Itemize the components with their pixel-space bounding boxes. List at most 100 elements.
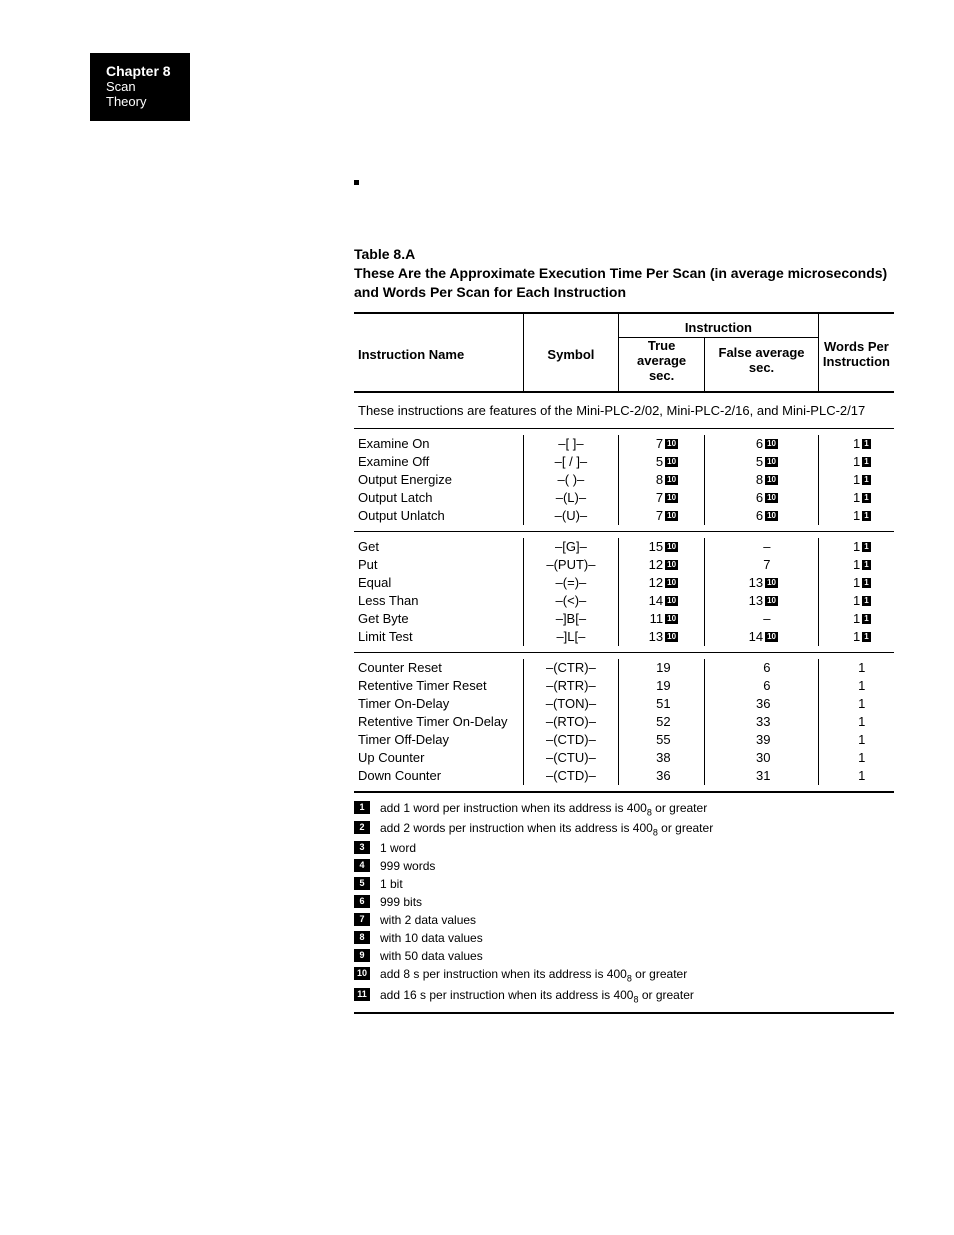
footnote-text: add 16 s per instruction when its addres… <box>380 988 694 1004</box>
chapter-header: Chapter 8 Scan Theory <box>90 53 190 121</box>
footnote-text: with 2 data values <box>380 913 476 927</box>
data-cell: 1 <box>818 767 894 785</box>
instr-name: Retentive Timer On-Delay <box>354 713 523 731</box>
instr-symbol: –(=)– <box>523 574 618 592</box>
chapter-number: Chapter 8 <box>106 63 174 79</box>
data-cell: 36 <box>618 767 704 785</box>
data-cell: 510 <box>705 453 819 471</box>
instr-symbol: –(<)– <box>523 592 618 610</box>
footnote-badge: 7 <box>354 913 370 926</box>
col-header-false: False average sec. <box>705 337 819 392</box>
instr-symbol: –(PUT)– <box>523 556 618 574</box>
instr-symbol: –( )– <box>523 471 618 489</box>
data-cell: 31 <box>705 767 819 785</box>
instr-name: Less Than <box>354 592 523 610</box>
data-cell: 11 <box>818 628 894 646</box>
instr-symbol: –(RTO)– <box>523 713 618 731</box>
instr-symbol: –(L)– <box>523 489 618 507</box>
footnote-badge: 4 <box>354 859 370 872</box>
footnote-text: with 10 data values <box>380 931 483 945</box>
data-cell: 1410 <box>705 628 819 646</box>
data-cell: 19 <box>618 659 704 677</box>
data-cell: 11 <box>818 471 894 489</box>
footnote-text: add 8 s per instruction when its address… <box>380 967 687 983</box>
col-header-instruction: Instruction <box>618 314 818 338</box>
data-cell: 1310 <box>618 628 704 646</box>
instr-name: Down Counter <box>354 767 523 785</box>
instr-name: Equal <box>354 574 523 592</box>
footnote-row: 4 999 words <box>354 857 894 875</box>
footnote-text: 999 bits <box>380 895 422 909</box>
footnote-badge: 11 <box>354 988 370 1001</box>
footnote-badge: 3 <box>354 841 370 854</box>
table-row: Output Unlatch–(U)–71061011 <box>354 507 894 525</box>
data-cell: 36 <box>705 695 819 713</box>
table-row: Limit Test–]L[–1310141011 <box>354 628 894 646</box>
data-cell: 610 <box>705 489 819 507</box>
footnote-row: 9with 50 data values <box>354 947 894 965</box>
footnote-row: 51 bit <box>354 875 894 893</box>
data-cell: 1 <box>818 659 894 677</box>
instr-symbol: –[G]– <box>523 538 618 556</box>
footnote-row: 10add 8 s per instruction when its addre… <box>354 965 894 985</box>
instr-symbol: –(CTD)– <box>523 731 618 749</box>
table-row: Output Energize–( )–81081011 <box>354 471 894 489</box>
table-row: Put–(PUT)–1210711 <box>354 556 894 574</box>
instr-symbol: –]L[– <box>523 628 618 646</box>
col-header-words: Words Per Instruction <box>818 314 894 392</box>
footnote-row: 8 with 10 data values <box>354 929 894 947</box>
footnote-row: 7 with 2 data values <box>354 911 894 929</box>
data-cell: 7 <box>705 556 819 574</box>
footnote-badge: 1 <box>354 801 370 814</box>
table-row: Less Than–(<)–1410131011 <box>354 592 894 610</box>
instr-symbol: –(CTU)– <box>523 749 618 767</box>
table-row: Up Counter–(CTU)–38301 <box>354 749 894 767</box>
instr-symbol: –[ / ]– <box>523 453 618 471</box>
data-cell: 710 <box>618 507 704 525</box>
table-row: Examine Off–[ / ]–51051011 <box>354 453 894 471</box>
page-content: Table 8.A These Are the Approximate Exec… <box>354 245 894 1014</box>
instr-name: Limit Test <box>354 628 523 646</box>
instr-name: Put <box>354 556 523 574</box>
data-cell: 6 <box>705 677 819 695</box>
data-cell: 610 <box>705 507 819 525</box>
footnote-badge: 2 <box>354 821 370 834</box>
instr-name: Timer Off-Delay <box>354 731 523 749</box>
footnote-row: 2add 2 words per instruction when its ad… <box>354 819 894 839</box>
data-cell: 11 <box>818 556 894 574</box>
footnote-text: add 1 word per instruction when its addr… <box>380 801 707 817</box>
data-cell: 710 <box>618 489 704 507</box>
footnote-badge: 5 <box>354 877 370 890</box>
data-cell: 1210 <box>618 556 704 574</box>
footnote-text: with 50 data values <box>380 949 483 963</box>
footnote-badge: 8 <box>354 931 370 944</box>
footnote-text: 1 word <box>380 841 416 855</box>
data-cell: 1 <box>818 677 894 695</box>
instruction-table: Instruction Name Symbol Instruction Word… <box>354 312 894 793</box>
footnote-badge: 6 <box>354 895 370 908</box>
instr-name: Timer On-Delay <box>354 695 523 713</box>
data-cell: 11 <box>818 435 894 453</box>
data-cell: 1 <box>818 713 894 731</box>
data-cell: 1 <box>818 749 894 767</box>
instr-name: Examine Off <box>354 453 523 471</box>
data-cell: 55 <box>618 731 704 749</box>
data-cell: 11 <box>818 574 894 592</box>
table-row: Timer On-Delay–(TON)–51361 <box>354 695 894 713</box>
table-label: Table 8.A <box>354 246 415 262</box>
data-cell: 11 <box>818 507 894 525</box>
instr-name: Get Byte <box>354 610 523 628</box>
data-cell: 1 <box>818 731 894 749</box>
footnote-row: 11 add 16 s per instruction when its addr… <box>354 986 894 1006</box>
data-cell: 33 <box>705 713 819 731</box>
data-cell: 1210 <box>618 574 704 592</box>
data-cell: 610 <box>705 435 819 453</box>
data-cell: 38 <box>618 749 704 767</box>
footnote-text: 999 words <box>380 859 435 873</box>
instr-name: Up Counter <box>354 749 523 767</box>
data-cell: 1310 <box>705 574 819 592</box>
table-caption: Table 8.A These Are the Approximate Exec… <box>354 245 894 302</box>
instr-name: Get <box>354 538 523 556</box>
chapter-title: Scan Theory <box>106 79 174 109</box>
data-cell: 51 <box>618 695 704 713</box>
